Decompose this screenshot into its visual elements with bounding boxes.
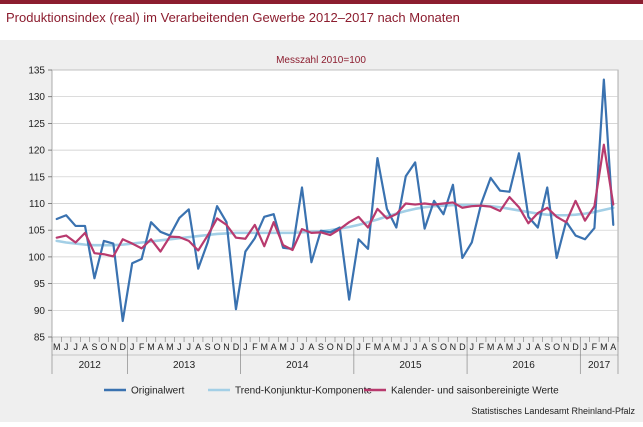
x-month-label: O (553, 342, 560, 352)
x-month-label: D (120, 342, 127, 352)
y-axis: 85 90 95 100 105 110 115 120 125 130 135 (28, 66, 52, 344)
x-month-label: N (223, 342, 230, 352)
series-lines (55, 78, 615, 323)
line-chart: Messzahl 2010=100 85 90 95 100 105 110 115 120 1… (28, 55, 619, 397)
y-tick-label: 115 (29, 172, 45, 183)
x-month-label: O (100, 342, 107, 352)
x-month-label: F (592, 342, 598, 352)
x-month-label: J (356, 342, 361, 352)
x-month-label: A (157, 342, 163, 352)
x-month-label: M (166, 342, 174, 352)
y-tick-label: 120 (28, 146, 45, 157)
x-month-label: M (393, 342, 401, 352)
x-month-label: D (346, 342, 353, 352)
series-line-originalwert (55, 78, 615, 323)
x-month-label: A (535, 342, 541, 352)
x-month-label: M (147, 342, 155, 352)
x-month-label: S (431, 342, 437, 352)
x-month-label: J (177, 342, 182, 352)
page-title: Produktionsindex (real) im Verarbeitende… (6, 10, 460, 25)
legend-label: Trend-Konjunktur-Komponente (235, 386, 372, 397)
x-month-label: M (374, 342, 382, 352)
x-month-label: D (233, 342, 240, 352)
x-month-label: J (290, 342, 295, 352)
x-month-label: F (365, 342, 371, 352)
x-month-label: N (563, 342, 570, 352)
x-month-label: D (572, 342, 579, 352)
chart-panel: Messzahl 2010=100 85 90 95 100 105 110 115 120 1… (0, 40, 643, 422)
x-month-label: M (487, 342, 495, 352)
x-month-label: M (53, 342, 61, 352)
x-month-label: M (279, 342, 287, 352)
x-month-label: J (73, 342, 78, 352)
x-year-label: 2014 (286, 360, 309, 371)
x-month-label: J (404, 342, 409, 352)
y-tick-label: 85 (34, 333, 46, 344)
x-month-label: D (459, 342, 466, 352)
x-year-label: 2016 (513, 360, 536, 371)
x-month-label: J (130, 342, 135, 352)
y-tick-label: 100 (28, 252, 45, 263)
x-month-label: N (450, 342, 457, 352)
x-month-label: S (544, 342, 550, 352)
chart-subtitle: Messzahl 2010=100 (276, 55, 366, 66)
x-month-label: A (610, 342, 616, 352)
x-month-label: A (422, 342, 428, 352)
y-tick-label: 90 (34, 306, 46, 317)
x-month-label: F (139, 342, 145, 352)
x-month-label: A (497, 342, 503, 352)
y-tick-label: 95 (34, 279, 46, 290)
x-month-label: J (187, 342, 192, 352)
x-month-label: J (526, 342, 531, 352)
x-year-label: 2017 (588, 360, 611, 371)
y-tick-label: 130 (28, 92, 45, 103)
legend-label: Kalender- und saisonbereinigte Werte (391, 386, 559, 397)
x-month-label: J (64, 342, 69, 352)
x-month-label: A (82, 342, 88, 352)
x-month-label: F (478, 342, 484, 352)
y-tick-label: 110 (29, 199, 45, 210)
y-tick-label: 105 (28, 226, 45, 237)
x-month-label: A (384, 342, 390, 352)
x-month-label: O (214, 342, 221, 352)
x-year-label: 2012 (79, 360, 102, 371)
x-month-label: S (318, 342, 324, 352)
x-month-label: J (583, 342, 588, 352)
series-line-kalender-und-saisonbereinigte-werte (55, 143, 615, 258)
x-year-label: 2015 (399, 360, 422, 371)
x-month-label: S (205, 342, 211, 352)
x-month-label: F (252, 342, 258, 352)
legend-label: Originalwert (131, 386, 185, 397)
x-month-label: J (300, 342, 305, 352)
x-month-label: A (271, 342, 277, 352)
x-month-label: J (470, 342, 475, 352)
x-month-label: N (110, 342, 117, 352)
x-month-label: N (336, 342, 343, 352)
x-year-label: 2013 (173, 360, 196, 371)
x-month-label: A (195, 342, 201, 352)
y-tick-label: 125 (28, 119, 45, 130)
x-month-label: J (243, 342, 248, 352)
title-accent-bar (0, 0, 643, 4)
x-month-label: M (600, 342, 608, 352)
x-month-label: O (327, 342, 334, 352)
source-note: Statistisches Landesamt Rheinland-Pfalz (471, 406, 635, 416)
x-month-label: J (413, 342, 418, 352)
x-month-label: M (261, 342, 269, 352)
x-month-label: M (506, 342, 514, 352)
x-month-label: J (517, 342, 522, 352)
legend: Originalwert Trend-Konjunktur-Komponente K… (104, 386, 559, 397)
y-tick-label: 135 (28, 66, 45, 77)
x-month-label: S (91, 342, 97, 352)
x-month-label: A (308, 342, 314, 352)
x-month-label: O (440, 342, 447, 352)
